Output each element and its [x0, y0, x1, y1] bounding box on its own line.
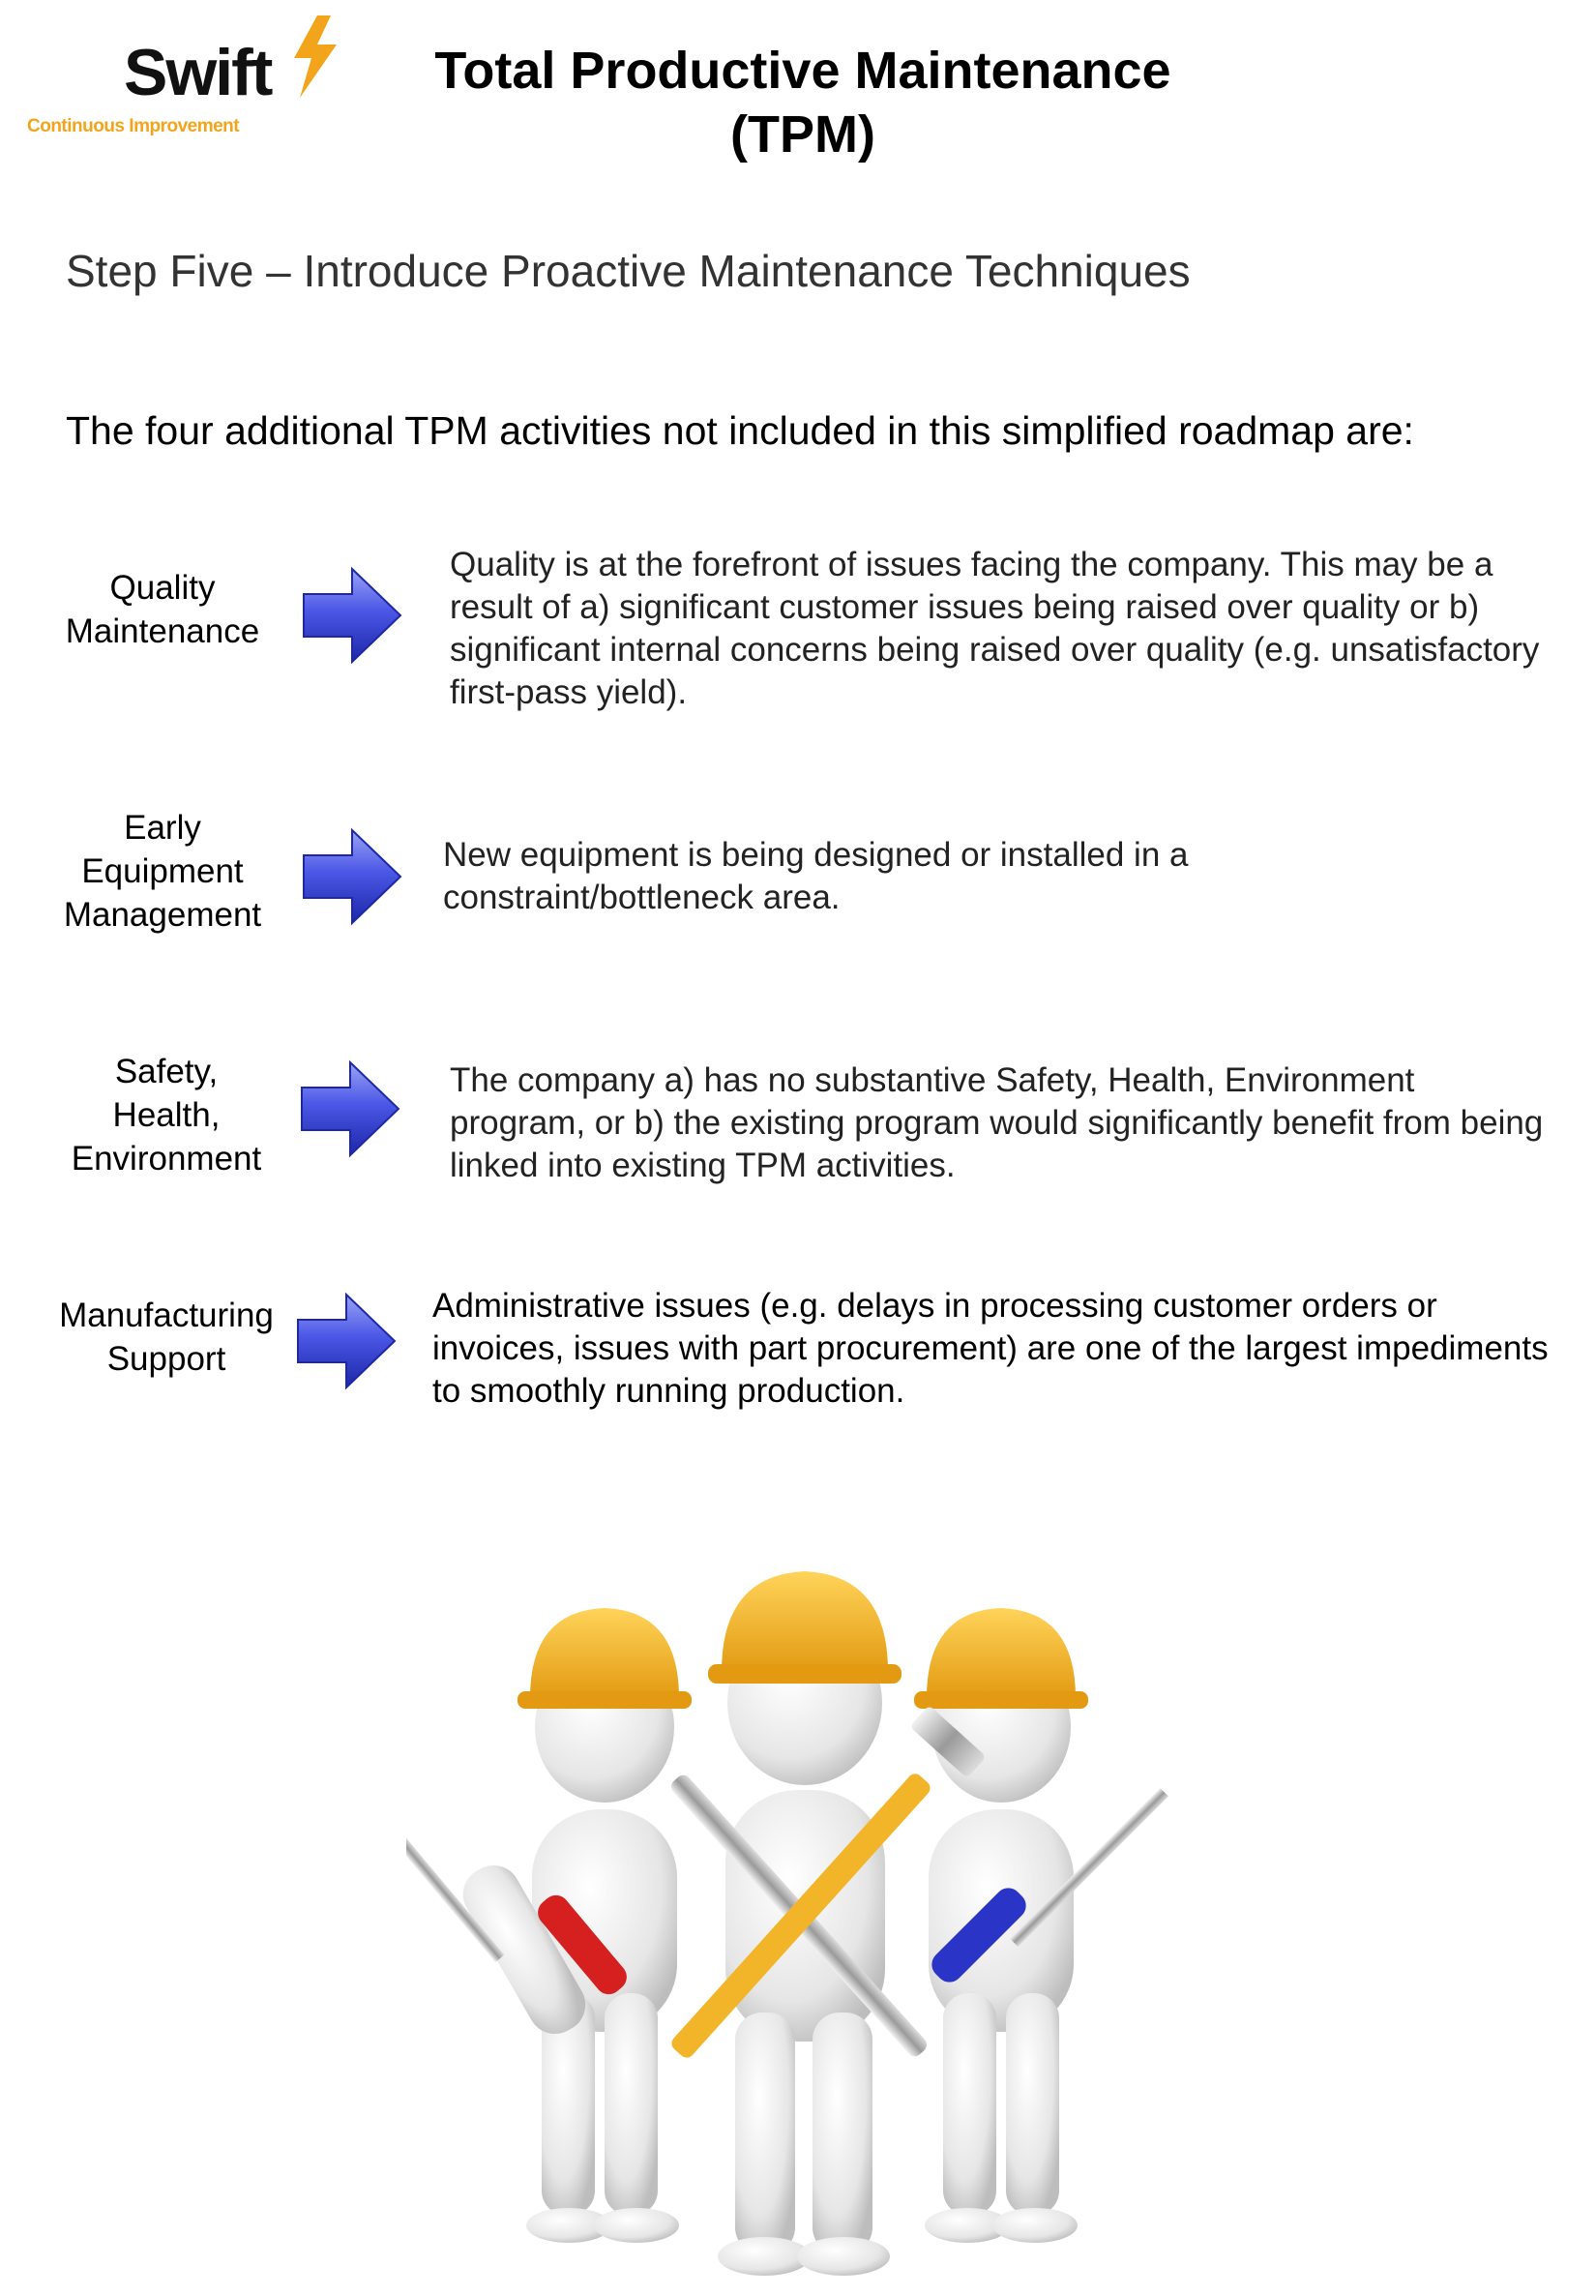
activity-label-line: Safety, [114, 1053, 219, 1090]
worker-center [670, 1571, 985, 2276]
activity-label-line: Quality [109, 569, 216, 607]
page-title: Total Productive Maintenance (TPM) [368, 39, 1238, 166]
activity-label-line: Equipment [81, 852, 244, 890]
activity-label-safety-health-environment: Safety, Health, Environment [50, 1050, 282, 1180]
activity-description-quality-maintenance: Quality is at the forefront of issues fa… [450, 546, 1540, 711]
activity-description-manufacturing-support: Administrative issues (e.g. delays in pr… [432, 1287, 1549, 1410]
maintenance-workers-illustration [406, 1571, 1169, 2276]
activity-description-early-equipment-management: New equipment is being designed or insta… [443, 836, 1189, 916]
right-arrow-icon [297, 1292, 397, 1390]
activity-label-early-equipment-management: Early Equipment Management [46, 806, 279, 937]
activity-label-line: Manufacturing [59, 1297, 274, 1334]
title-line-1: Total Productive Maintenance [434, 42, 1171, 100]
activity-label-manufacturing-support: Manufacturing Support [50, 1294, 282, 1381]
step-heading: Step Five – Introduce Proactive Maintena… [66, 246, 1191, 296]
worker-right [914, 1608, 1169, 2243]
worker-left [406, 1608, 692, 2243]
right-arrow-icon [303, 566, 402, 665]
lightning-bolt-icon [294, 15, 337, 98]
activity-label-line: Health, [112, 1096, 221, 1134]
activity-label-line: Early [124, 809, 201, 847]
activity-label-line: Support [106, 1340, 226, 1378]
activity-label-line: Environment [71, 1140, 262, 1178]
swift-logo: Swift Continuous Improvement [27, 15, 337, 141]
logo-tagline: Continuous Improvement [27, 116, 240, 136]
logo-brand: Swift [124, 36, 273, 109]
right-arrow-icon [301, 1059, 400, 1158]
activity-label-line: Management [63, 896, 262, 934]
activity-label-quality-maintenance: Quality Maintenance [46, 566, 279, 653]
title-line-2: (TPM) [730, 105, 875, 164]
intro-text: The four additional TPM activities not i… [66, 408, 1414, 453]
activity-description-safety-health-environment: The company a) has no substantive Safety… [450, 1061, 1544, 1184]
right-arrow-icon [303, 827, 402, 926]
activity-label-line: Maintenance [65, 612, 260, 650]
